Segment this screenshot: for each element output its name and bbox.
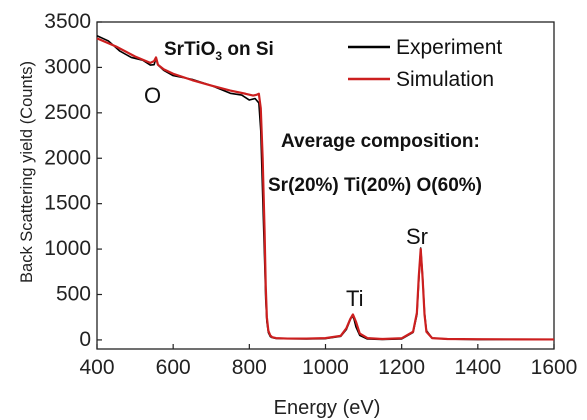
x-tick-label: 600 [156, 356, 191, 379]
y-tick-label: 1000 [44, 237, 91, 260]
peak-label-o: O [144, 83, 161, 108]
y-tick-label: 2500 [44, 101, 91, 124]
y-tick-label: 2000 [44, 146, 91, 169]
peak-label-sr: Sr [406, 224, 428, 249]
y-tick-label: 1500 [44, 192, 91, 215]
y-tick-label: 0 [79, 328, 91, 351]
sample-label-suffix: on Si [222, 39, 274, 60]
x-tick-label: 1600 [531, 356, 578, 379]
legend-label-experiment: Experiment [396, 36, 502, 59]
x-axis-title: Energy (eV) [274, 397, 381, 419]
y-tick-label: 500 [56, 283, 91, 306]
legend-label-simulation: Simulation [396, 68, 494, 91]
y-axis-title: Back Scattering yield (Counts) [18, 61, 36, 283]
series-line-simulation [96, 37, 555, 341]
x-tick-label: 1400 [454, 356, 501, 379]
y-tick-label: 3000 [44, 55, 91, 78]
y-tick-label: 3500 [44, 10, 91, 33]
x-tick-label: 1000 [302, 356, 349, 379]
peak-label-ti: Ti [346, 286, 364, 311]
x-tick-label: 800 [232, 356, 267, 379]
sample-label-prefix: SrTiO [164, 39, 215, 60]
legend: Experiment Simulation [348, 36, 502, 91]
composition-title: Average composition: [281, 131, 480, 152]
composition-values: Sr(20%) Ti(20%) O(60%) [268, 175, 482, 196]
sample-label-subscript: 3 [215, 49, 222, 63]
axis-ticks: 400 600 800 1000 1200 1400 1600 0 500 1000 1500 200… [44, 10, 577, 379]
x-tick-label: 1200 [378, 356, 425, 379]
series-layer [96, 35, 555, 341]
sample-label: SrTiO3 on Si [164, 39, 274, 63]
x-tick-label: 400 [79, 356, 114, 379]
